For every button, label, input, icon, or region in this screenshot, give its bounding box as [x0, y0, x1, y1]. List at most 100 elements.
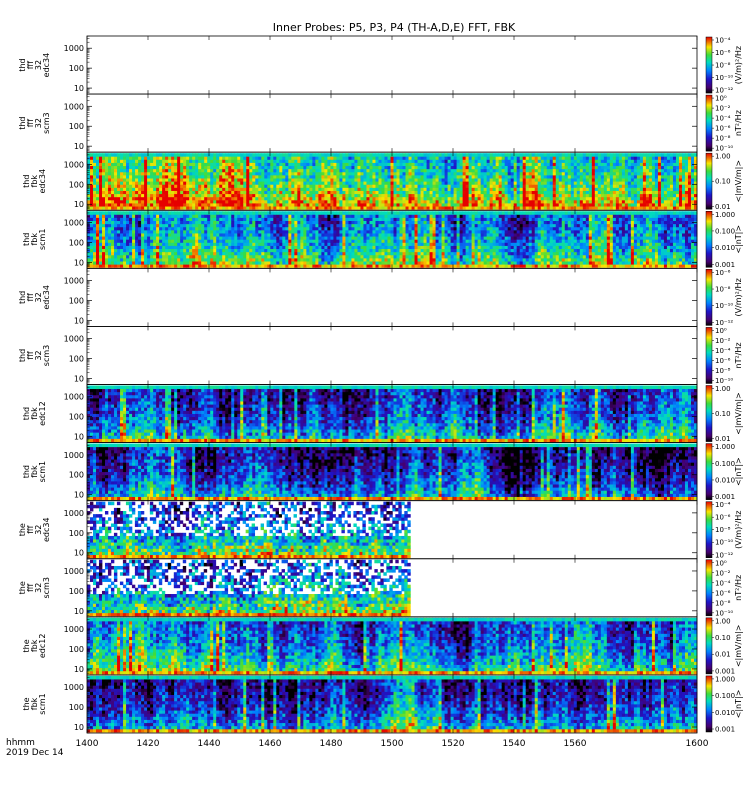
- spectrogram-data: [87, 675, 698, 733]
- y-tick-label: 100: [69, 180, 84, 189]
- colorbar-tick-label: 10⁻²: [715, 569, 731, 577]
- panel-ylabel: edc12: [38, 401, 47, 426]
- panel-ylabel: scm1: [38, 461, 47, 482]
- panel-ylabel: scm1: [38, 693, 47, 714]
- y-tick-label: 100: [69, 355, 84, 364]
- colorbar-tick-label: 0.10: [715, 178, 731, 186]
- panel-ylabel: edc34: [42, 285, 51, 310]
- colorbar-tick-label: 10⁻⁶: [715, 269, 731, 277]
- x-tick-label: 1600: [686, 739, 709, 749]
- date-label: 2019 Dec 14: [6, 748, 64, 758]
- panel-ylabel: thd: [18, 58, 27, 71]
- y-tick-label: 100: [69, 238, 84, 247]
- y-tick-label: 100: [69, 413, 84, 422]
- panel-ylabel: fff: [26, 351, 35, 360]
- spectrogram-data: [87, 211, 698, 268]
- colorbar-tick-label: 10⁻⁶: [715, 357, 731, 365]
- spectrogram-data: [87, 443, 698, 501]
- colorbar-tick-label: 0.01: [715, 203, 731, 211]
- colorbar-unit: <|nT|>: [734, 457, 743, 486]
- colorbar-tick-label: 1.00: [715, 153, 731, 161]
- colorbar-tick-label: 1.000: [715, 211, 735, 219]
- colorbar-unit: nT²/Hz: [734, 342, 743, 368]
- colorbar-tick-label: 10⁻¹⁰: [715, 609, 733, 617]
- y-tick-label: 1000: [64, 567, 84, 576]
- panel-frame: [86, 93, 698, 153]
- colorbar-tick-label: 1.00: [715, 617, 731, 625]
- panel-ylabel: fbk: [30, 233, 39, 246]
- colorbar-tick-label: 10⁻¹⁰: [715, 377, 733, 385]
- y-tick-label: 10: [74, 258, 84, 267]
- colorbar: [705, 443, 713, 500]
- y-tick-label: 100: [69, 64, 84, 73]
- panel-frame: [86, 35, 698, 95]
- time-axis-label: hhmm: [6, 738, 35, 748]
- panel-frame: [86, 326, 698, 385]
- y-tick-label: 10: [74, 549, 84, 558]
- colorbar-tick-label: 0.010: [715, 244, 735, 252]
- colorbar: [705, 94, 713, 152]
- y-tick-label: 1000: [64, 625, 84, 634]
- y-tick-label: 1000: [64, 509, 84, 518]
- spectrogram-panel: 10 100 1000 thd fbk scm1 0.001 0.010 0.100 1.000 <…: [22, 442, 743, 501]
- colorbar-tick-label: 10⁻⁶: [715, 125, 731, 133]
- colorbar-tick-label: 10⁻¹⁰: [715, 539, 733, 547]
- y-tick-label: 10: [74, 665, 84, 674]
- y-tick-label: 100: [69, 587, 84, 596]
- colorbar: [705, 36, 713, 94]
- x-tick-label: 1440: [198, 739, 221, 749]
- colorbar-tick-label: 10⁻⁶: [715, 589, 731, 597]
- panel-ylabel: scm3: [42, 112, 51, 133]
- y-tick-label: 100: [69, 471, 84, 480]
- panel-ylabel: 32: [34, 118, 43, 128]
- colorbar: [705, 327, 713, 384]
- panel-ylabel: fff: [26, 525, 35, 534]
- colorbar-tick-label: 10⁻⁶: [715, 514, 731, 522]
- y-tick-label: 1000: [64, 277, 84, 286]
- x-tick-label: 1520: [442, 739, 465, 749]
- colorbar-tick-label: 0.100: [715, 460, 735, 468]
- panel-ylabel: thd: [18, 116, 27, 129]
- colorbar-tick-label: 0.010: [715, 476, 735, 484]
- y-tick-label: 1000: [64, 683, 84, 692]
- spectrogram-panel: 10 100 1000 thd fbk edc34 0.01 0.10 1.00<|mV/m|>: [22, 151, 743, 211]
- colorbar-tick-label: 10⁻¹⁰: [715, 302, 733, 310]
- panel-ylabel: 32: [34, 350, 43, 360]
- y-tick-label: 100: [69, 703, 84, 712]
- panel-ylabel: fbk: [30, 465, 39, 478]
- x-tick-label: 1400: [76, 739, 99, 749]
- colorbar-tick-label: 0.10: [715, 410, 731, 418]
- panel-ylabel: 32: [34, 525, 43, 535]
- panel-frame: [86, 267, 698, 327]
- spectrogram-panel: 10 100 1000 the fbk edc12 0.001 0.01 0.10 1.00<|m…: [22, 616, 743, 675]
- x-tick-label: 1420: [137, 739, 160, 749]
- panel-ylabel: fff: [26, 61, 35, 70]
- colorbar-unit: (V/m)²/Hz: [734, 46, 743, 84]
- spectrogram-data: [87, 559, 411, 617]
- colorbar-tick-label: 10⁻⁸: [715, 367, 731, 375]
- y-tick-label: 100: [69, 296, 84, 305]
- colorbar-tick-label: 0.001: [715, 667, 735, 675]
- y-tick-label: 10: [74, 84, 84, 93]
- panel-ylabel: scm3: [42, 345, 51, 366]
- x-tick-label: 1460: [259, 739, 282, 749]
- spectrogram-panel: 10 100 1000 thd fff 32 edc34 10⁻¹² 10⁻¹⁰ 10⁻⁸ 10⁻⁶…: [18, 35, 743, 95]
- colorbar-tick-label: 0.100: [715, 227, 735, 235]
- colorbar: [705, 501, 713, 558]
- x-tick-label: 1500: [381, 739, 404, 749]
- panel-ylabel: edc34: [38, 169, 47, 194]
- panel-ylabel: fff: [26, 119, 35, 128]
- spectrogram-panel: 10 100 1000 thd fbk edc12 0.01 0.10 1.00<|mV/m|>: [22, 384, 743, 443]
- colorbar: [705, 152, 713, 210]
- colorbar-tick-label: 0.001: [715, 726, 735, 734]
- spectrogram-panel: 10 100 1000 thd fff 32 scm3 10⁻¹⁰ 10⁻⁸ 10⁻⁶ 10⁻⁴ 10…: [18, 93, 743, 153]
- panel-ylabel: edc34: [42, 517, 51, 542]
- colorbar-tick-label: 10⁻⁴: [715, 37, 731, 45]
- panel-ylabel: scm1: [38, 229, 47, 250]
- colorbar: [705, 269, 713, 326]
- y-tick-label: 10: [74, 491, 84, 500]
- spectrogram-data: [87, 501, 411, 559]
- y-tick-label: 1000: [64, 335, 84, 344]
- colorbar-tick-label: 10⁻²: [715, 105, 731, 113]
- colorbar-unit: <|mV/m|>: [734, 392, 743, 435]
